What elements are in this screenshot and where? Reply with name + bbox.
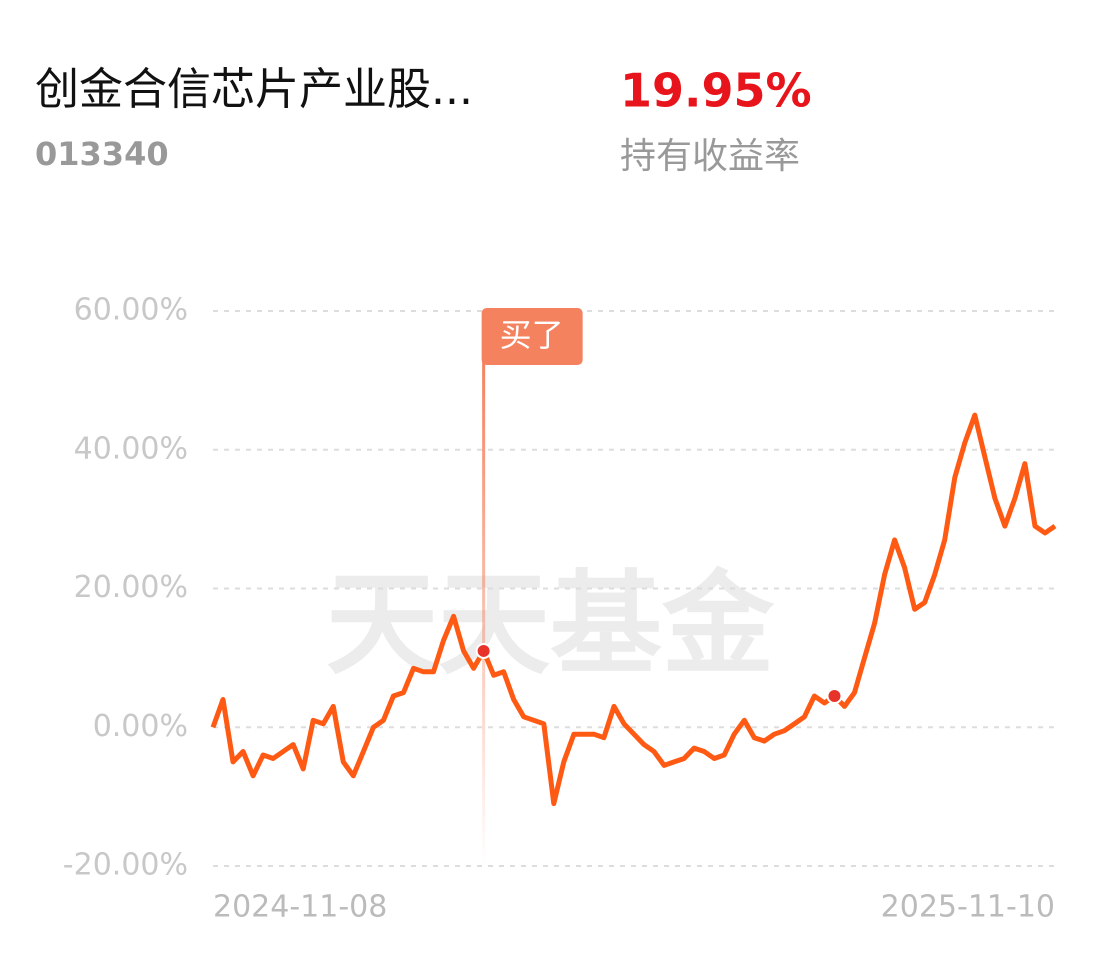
y-tick-label: 60.00% (74, 293, 188, 328)
fund-name: 创金合信芯片产业股... (35, 64, 473, 115)
buy-line (482, 360, 486, 866)
return-value: 19.95% (620, 64, 812, 118)
buy-flag (481, 308, 583, 365)
y-tick-label: 20.00% (74, 570, 188, 605)
y-tick-label: 40.00% (74, 431, 188, 466)
watermark: 天天基金 (326, 560, 775, 690)
fund-code: 013340 (35, 135, 169, 173)
trade-dot (475, 642, 492, 659)
return-label: 持有收益率 (620, 136, 800, 177)
line (210, 412, 1057, 807)
y-tick-label: 0.00% (93, 709, 188, 744)
trade-dot (826, 688, 843, 705)
buy-flag-label: 买了 (500, 316, 564, 354)
x-tick-label: 2025-11-10 (881, 890, 1055, 925)
y-tick-label: -20.00% (63, 848, 188, 883)
x-tick-label: 2024-11-08 (213, 890, 387, 925)
